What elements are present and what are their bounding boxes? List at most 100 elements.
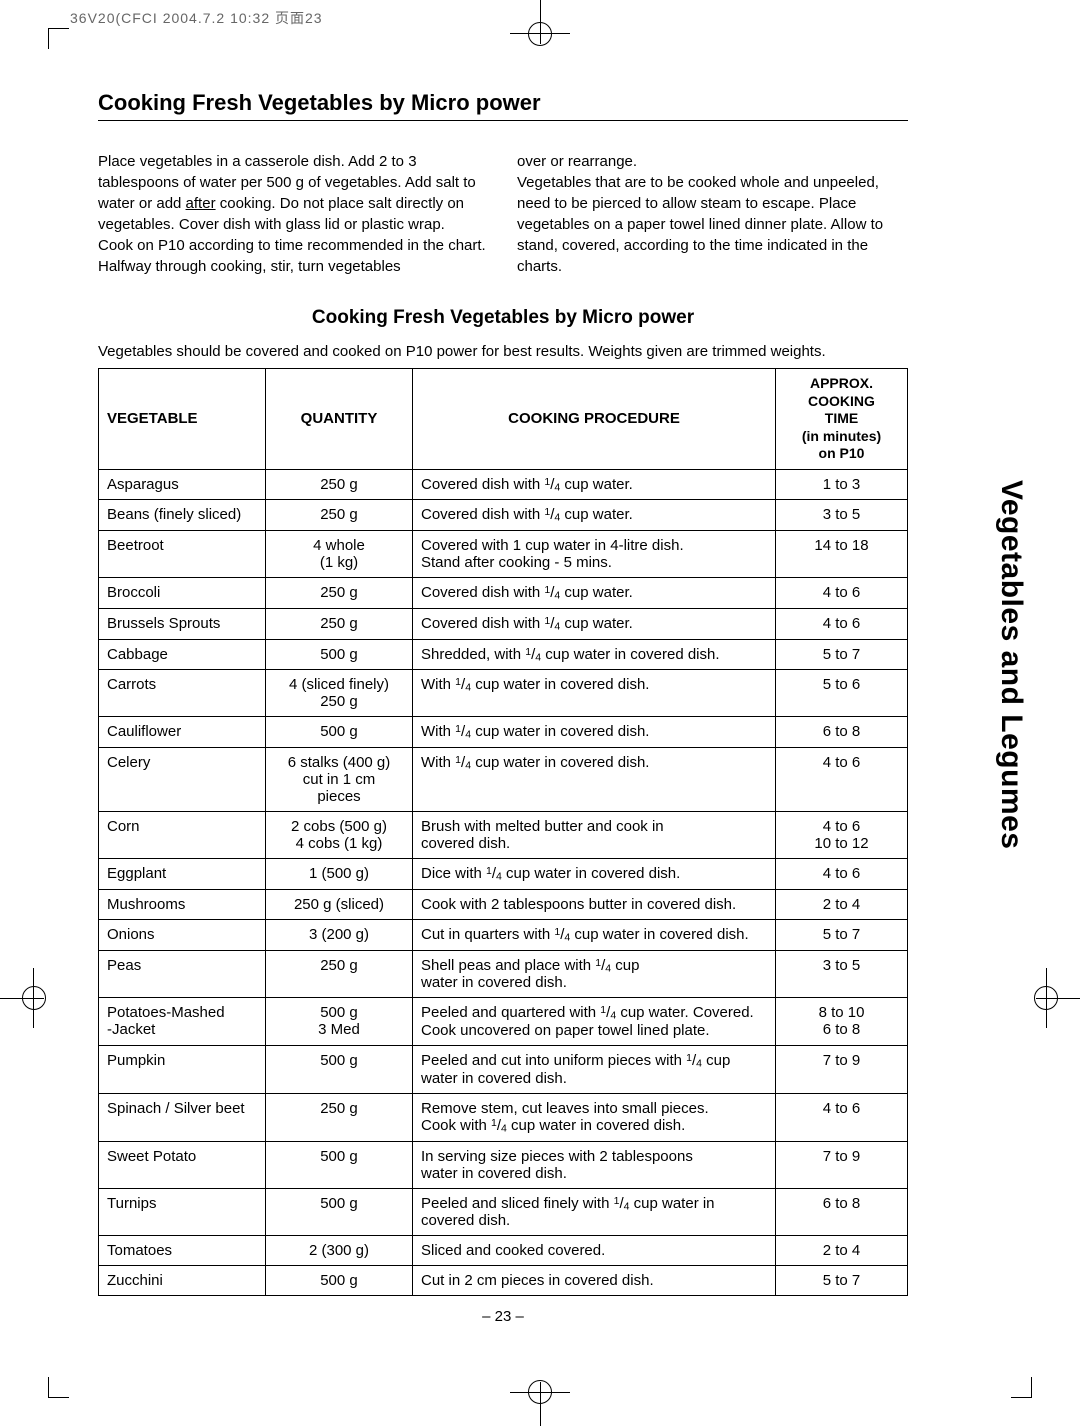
table-header-row: VEGETABLE QUANTITY COOKING PROCEDURE APP… [99, 369, 908, 470]
table-row: Corn2 cobs (500 g)4 cobs (1 kg)Brush wit… [99, 812, 908, 859]
print-header: 36V20(CFCI 2004.7.2 10:32 页面23 [70, 8, 323, 28]
cell-vegetable: Celery [99, 748, 266, 812]
cell-vegetable: Tomatoes [99, 1236, 266, 1266]
col-time: APPROX.COOKINGTIME(in minutes)on P10 [776, 369, 908, 470]
table-row: Peas250 gShell peas and place with 1/4 c… [99, 950, 908, 998]
cell-procedure: Shredded, with 1/4 cup water in covered … [413, 639, 776, 670]
cell-quantity: 500 g [266, 1046, 413, 1094]
col-quantity: QUANTITY [266, 369, 413, 470]
crop-tick-bottom-right [1011, 1377, 1032, 1398]
cell-vegetable: Beans (finely sliced) [99, 500, 266, 531]
table-row: Eggplant1 (500 g)Dice with 1/4 cup water… [99, 859, 908, 890]
cell-procedure: Peeled and sliced finely with 1/4 cup wa… [413, 1188, 776, 1236]
cell-vegetable: Carrots [99, 670, 266, 717]
cell-time: 1 to 3 [776, 469, 908, 500]
cell-vegetable: Brussels Sprouts [99, 608, 266, 639]
table-row: Zucchini500 gCut in 2 cm pieces in cover… [99, 1266, 908, 1296]
crop-mark-right [1030, 968, 1080, 1028]
crop-tick-top-left [48, 28, 69, 49]
cell-quantity: 2 (300 g) [266, 1236, 413, 1266]
table-row: Turnips500 gPeeled and sliced finely wit… [99, 1188, 908, 1236]
cell-procedure: Covered dish with 1/4 cup water. [413, 608, 776, 639]
cell-vegetable: Onions [99, 919, 266, 950]
cell-quantity: 250 g [266, 608, 413, 639]
cell-quantity: 4 whole(1 kg) [266, 531, 413, 578]
table-row: Beetroot4 whole(1 kg)Covered with 1 cup … [99, 531, 908, 578]
cell-time: 14 to 18 [776, 531, 908, 578]
cell-vegetable: Pumpkin [99, 1046, 266, 1094]
cell-quantity: 500 g [266, 639, 413, 670]
cell-procedure: Sliced and cooked covered. [413, 1236, 776, 1266]
cell-quantity: 1 (500 g) [266, 859, 413, 890]
cell-vegetable: Asparagus [99, 469, 266, 500]
cell-time: 2 to 4 [776, 889, 908, 919]
table-intro: Vegetables should be covered and cooked … [98, 343, 908, 360]
cell-quantity: 500 g [266, 1141, 413, 1188]
cell-procedure: Cut in quarters with 1/4 cup water in co… [413, 919, 776, 950]
cell-quantity: 500 g3 Med [266, 998, 413, 1046]
cell-vegetable: Eggplant [99, 859, 266, 890]
table-row: Potatoes-Mashed-Jacket500 g3 MedPeeled a… [99, 998, 908, 1046]
cell-procedure: Shell peas and place with 1/4 cupwater i… [413, 950, 776, 998]
crop-mark-top [510, 0, 570, 50]
cell-procedure: Peeled and cut into uniform pieces with … [413, 1046, 776, 1094]
crop-tick-bottom-left [48, 1377, 69, 1398]
cell-quantity: 250 g [266, 469, 413, 500]
cell-procedure: Covered dish with 1/4 cup water. [413, 578, 776, 609]
cell-vegetable: Potatoes-Mashed-Jacket [99, 998, 266, 1046]
cell-procedure: Cook with 2 tablespoons butter in covere… [413, 889, 776, 919]
table-row: Cauliflower500 gWith 1/4 cup water in co… [99, 717, 908, 748]
cell-quantity: 250 g [266, 578, 413, 609]
cell-time: 3 to 5 [776, 500, 908, 531]
cell-time: 2 to 4 [776, 1236, 908, 1266]
page-content: Cooking Fresh Vegetables by Micro power … [98, 90, 908, 1325]
cell-time: 5 to 7 [776, 1266, 908, 1296]
cell-time: 6 to 8 [776, 717, 908, 748]
cell-time: 4 to 6 [776, 1093, 908, 1141]
cell-vegetable: Spinach / Silver beet [99, 1093, 266, 1141]
cell-time: 7 to 9 [776, 1141, 908, 1188]
table-row: Celery6 stalks (400 g)cut in 1 cmpiecesW… [99, 748, 908, 812]
cell-procedure: Covered dish with 1/4 cup water. [413, 469, 776, 500]
cell-time: 7 to 9 [776, 1046, 908, 1094]
cell-vegetable: Mushrooms [99, 889, 266, 919]
cell-time: 5 to 6 [776, 670, 908, 717]
cell-time: 8 to 106 to 8 [776, 998, 908, 1046]
cell-quantity: 250 g [266, 950, 413, 998]
cell-procedure: In serving size pieces with 2 tablespoon… [413, 1141, 776, 1188]
vegetable-table: VEGETABLE QUANTITY COOKING PROCEDURE APP… [98, 368, 908, 1296]
crop-mark-bottom [510, 1376, 570, 1426]
table-row: Spinach / Silver beet250 gRemove stem, c… [99, 1093, 908, 1141]
col-vegetable: VEGETABLE [99, 369, 266, 470]
table-row: Pumpkin500 gPeeled and cut into uniform … [99, 1046, 908, 1094]
page: 36V20(CFCI 2004.7.2 10:32 页面23 Vegetable… [0, 0, 1080, 1426]
page-heading: Cooking Fresh Vegetables by Micro power [98, 90, 908, 121]
table-row: Sweet Potato500 gIn serving size pieces … [99, 1141, 908, 1188]
cell-time: 4 to 6 [776, 578, 908, 609]
table-row: Beans (finely sliced)250 gCovered dish w… [99, 500, 908, 531]
cell-procedure: With 1/4 cup water in covered dish. [413, 670, 776, 717]
intro-right: over or rearrange.Vegetables that are to… [517, 151, 908, 277]
cell-quantity: 500 g [266, 1266, 413, 1296]
cell-procedure: With 1/4 cup water in covered dish. [413, 717, 776, 748]
table-row: Asparagus250 gCovered dish with 1/4 cup … [99, 469, 908, 500]
cell-time: 5 to 7 [776, 639, 908, 670]
cell-procedure: Covered with 1 cup water in 4-litre dish… [413, 531, 776, 578]
cell-quantity: 4 (sliced finely)250 g [266, 670, 413, 717]
cell-time: 4 to 610 to 12 [776, 812, 908, 859]
cell-vegetable: Sweet Potato [99, 1141, 266, 1188]
cell-time: 4 to 6 [776, 748, 908, 812]
cell-vegetable: Cabbage [99, 639, 266, 670]
table-row: Cabbage500 gShredded, with 1/4 cup water… [99, 639, 908, 670]
intro-left: Place vegetables in a casserole dish. Ad… [98, 151, 489, 277]
cell-vegetable: Peas [99, 950, 266, 998]
cell-time: 6 to 8 [776, 1188, 908, 1236]
table-row: Tomatoes2 (300 g)Sliced and cooked cover… [99, 1236, 908, 1266]
crop-mark-left [0, 968, 50, 1028]
table-row: Onions3 (200 g)Cut in quarters with 1/4 … [99, 919, 908, 950]
cell-procedure: Remove stem, cut leaves into small piece… [413, 1093, 776, 1141]
cell-quantity: 6 stalks (400 g)cut in 1 cmpieces [266, 748, 413, 812]
cell-quantity: 500 g [266, 717, 413, 748]
table-row: Carrots4 (sliced finely)250 gWith 1/4 cu… [99, 670, 908, 717]
cell-procedure: With 1/4 cup water in covered dish. [413, 748, 776, 812]
